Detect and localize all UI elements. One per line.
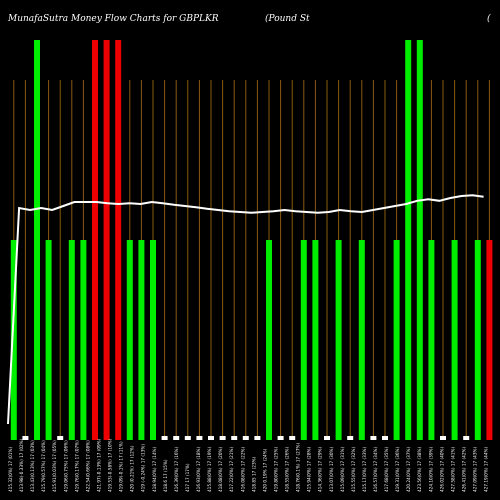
- money-flow-line: [7, 194, 484, 425]
- bar: [347, 436, 354, 440]
- bar: [289, 436, 296, 440]
- x-tick-label: 418.08(0%) 17 (20%): [218, 447, 223, 492]
- x-tick-label: 415.88(0%) 17 (19%): [207, 447, 212, 492]
- bar: [312, 240, 319, 440]
- x-tick-label: 415.91(0.03%) 17 (05%): [52, 440, 57, 492]
- chart-title-corner: (: [487, 14, 491, 24]
- x-tick-label: 418.76(0.1%) 17 (27%): [296, 443, 301, 492]
- bar: [115, 40, 122, 440]
- x-tick-label: 419.09(-0.1%) 17 (11%): [119, 441, 124, 492]
- bar: [300, 240, 307, 440]
- bar: [382, 436, 388, 440]
- x-tick-label: 416.08(0%) 17 (22%): [240, 447, 245, 492]
- x-tick-label: 419 (-0.24%) 17 (13%): [141, 444, 146, 492]
- x-tick-labels: 415.32(0%) 17 (01%) 413.98(-0.33%) 17 (02…: [8, 438, 489, 492]
- x-tick-label: 415.09(0%) 17 (31%): [340, 447, 345, 492]
- chart-title-bar: MunafaSutra Money Flow Charts for GBPLKR…: [0, 14, 500, 28]
- bar: [358, 240, 365, 440]
- bar: [451, 240, 458, 440]
- chart-title: MunafaSutra Money Flow Charts for GBPLKR: [8, 14, 219, 24]
- x-tick-label: 417.68(0%) 17 (35%): [384, 447, 389, 492]
- bar: [34, 40, 40, 440]
- x-tick-label: 416.39(0%) 17 (16%): [174, 447, 179, 492]
- bar: [196, 436, 203, 440]
- x-tick-label: 415.79(0.57%) 17 (04%): [41, 440, 46, 492]
- x-tick-label: 413.98(-0.33%) 17 (02%): [19, 438, 24, 492]
- bar: [393, 240, 400, 440]
- x-tick-label: 416.57(0%) 17 (34%): [373, 447, 378, 492]
- bar: [22, 436, 29, 440]
- bar: [231, 436, 238, 440]
- bar: [10, 240, 17, 440]
- x-tick-label: 419.80(0%) 17 (25%): [274, 447, 279, 492]
- bar: [266, 240, 272, 440]
- bar: [474, 240, 481, 440]
- x-tick-label: 415.17(0%) 17 (33%): [362, 447, 367, 492]
- chart-subtitle: (Pound St: [265, 14, 310, 24]
- x-tick-label: 420 (0.21%) 17 (12%): [130, 445, 135, 492]
- x-tick-label: 414.36(0%) 17 (29%): [318, 447, 323, 492]
- bar: [219, 436, 226, 440]
- x-tick-label: 418.6 17 (15%): [163, 459, 168, 492]
- bar: [138, 240, 145, 440]
- bar: [161, 436, 168, 440]
- x-tick-label: 419.31(0%) 17 (36%): [395, 447, 400, 492]
- bar: [92, 40, 98, 440]
- x-tick-label: 413.43(0.13%) 17 (03%): [30, 440, 35, 492]
- x-tick-label: 417 17 (17%): [185, 463, 190, 492]
- x-tick-label: 419.76(0.17%) 17 (07%): [74, 440, 79, 492]
- bar: [324, 436, 330, 440]
- x-tick-label: 427.09(0%) 17 (43%): [473, 447, 478, 492]
- bar: [405, 40, 412, 440]
- x-tick-label: 426.41(0%) 17 (42%): [462, 447, 467, 492]
- x-tick-label: 419.06(0.75%) 17 (06%): [63, 440, 68, 492]
- bar: [416, 40, 423, 440]
- x-tick-label: 421.97(-0.13%) 17 (09%): [97, 438, 102, 492]
- bar: [440, 436, 446, 440]
- x-tick-label: 426.02(0%) 17 (40%): [439, 447, 444, 492]
- bar: [277, 436, 284, 440]
- x-tick-label: 418.94(0%) 17 (14%): [152, 447, 157, 492]
- bar: [463, 436, 470, 440]
- bar: [57, 436, 64, 440]
- bar: [68, 240, 75, 440]
- bar: [126, 240, 133, 440]
- bar: [150, 240, 156, 440]
- bar: [428, 240, 435, 440]
- bar: [370, 436, 377, 440]
- bar: [103, 40, 110, 440]
- x-tick-label: 415.32(0%) 17 (01%): [8, 447, 13, 492]
- x-tick-label: 418.85 17 (23%): [251, 456, 256, 492]
- x-tick-label: 416.93(0%) 17 (18%): [196, 447, 201, 492]
- bar: [208, 436, 214, 440]
- bar: [173, 436, 180, 440]
- x-tick-label: 420 0.19% 17 (24%): [262, 448, 267, 492]
- bar: [184, 436, 191, 440]
- x-tick-label: 422.54(0.66%) 17 (08%): [85, 440, 90, 492]
- bar: [486, 240, 493, 440]
- bar: [45, 240, 52, 440]
- x-tick-label: 415.94(0%) 17 (28%): [307, 447, 312, 492]
- x-tick-label: 419.53(-0.58%) 17 (10%): [108, 438, 113, 492]
- x-tick-label: 424.10(0%) 17 (39%): [428, 447, 433, 492]
- x-tick-label: 418.55(0%) 17 (26%): [285, 447, 290, 492]
- x-tick-label: 427.58(0%) 17 (41%): [450, 447, 455, 492]
- bar: [242, 436, 249, 440]
- x-tick-label: 415.55(0%) 17 (32%): [351, 447, 356, 492]
- x-tick-label: 420.24(0%) 17 (37%): [406, 447, 411, 492]
- x-tick-label: 423.56(0%) 17 (38%): [417, 447, 422, 492]
- bar: [254, 436, 261, 440]
- bar: [80, 240, 87, 440]
- bar: [335, 240, 342, 440]
- x-tick-label: 417.22(0%) 17 (21%): [229, 447, 234, 492]
- bars: [10, 40, 493, 440]
- x-tick-label: 427.19(0%) 17 (44%): [484, 447, 489, 492]
- x-tick-label: 413.07(0%) 17 (30%): [329, 447, 334, 492]
